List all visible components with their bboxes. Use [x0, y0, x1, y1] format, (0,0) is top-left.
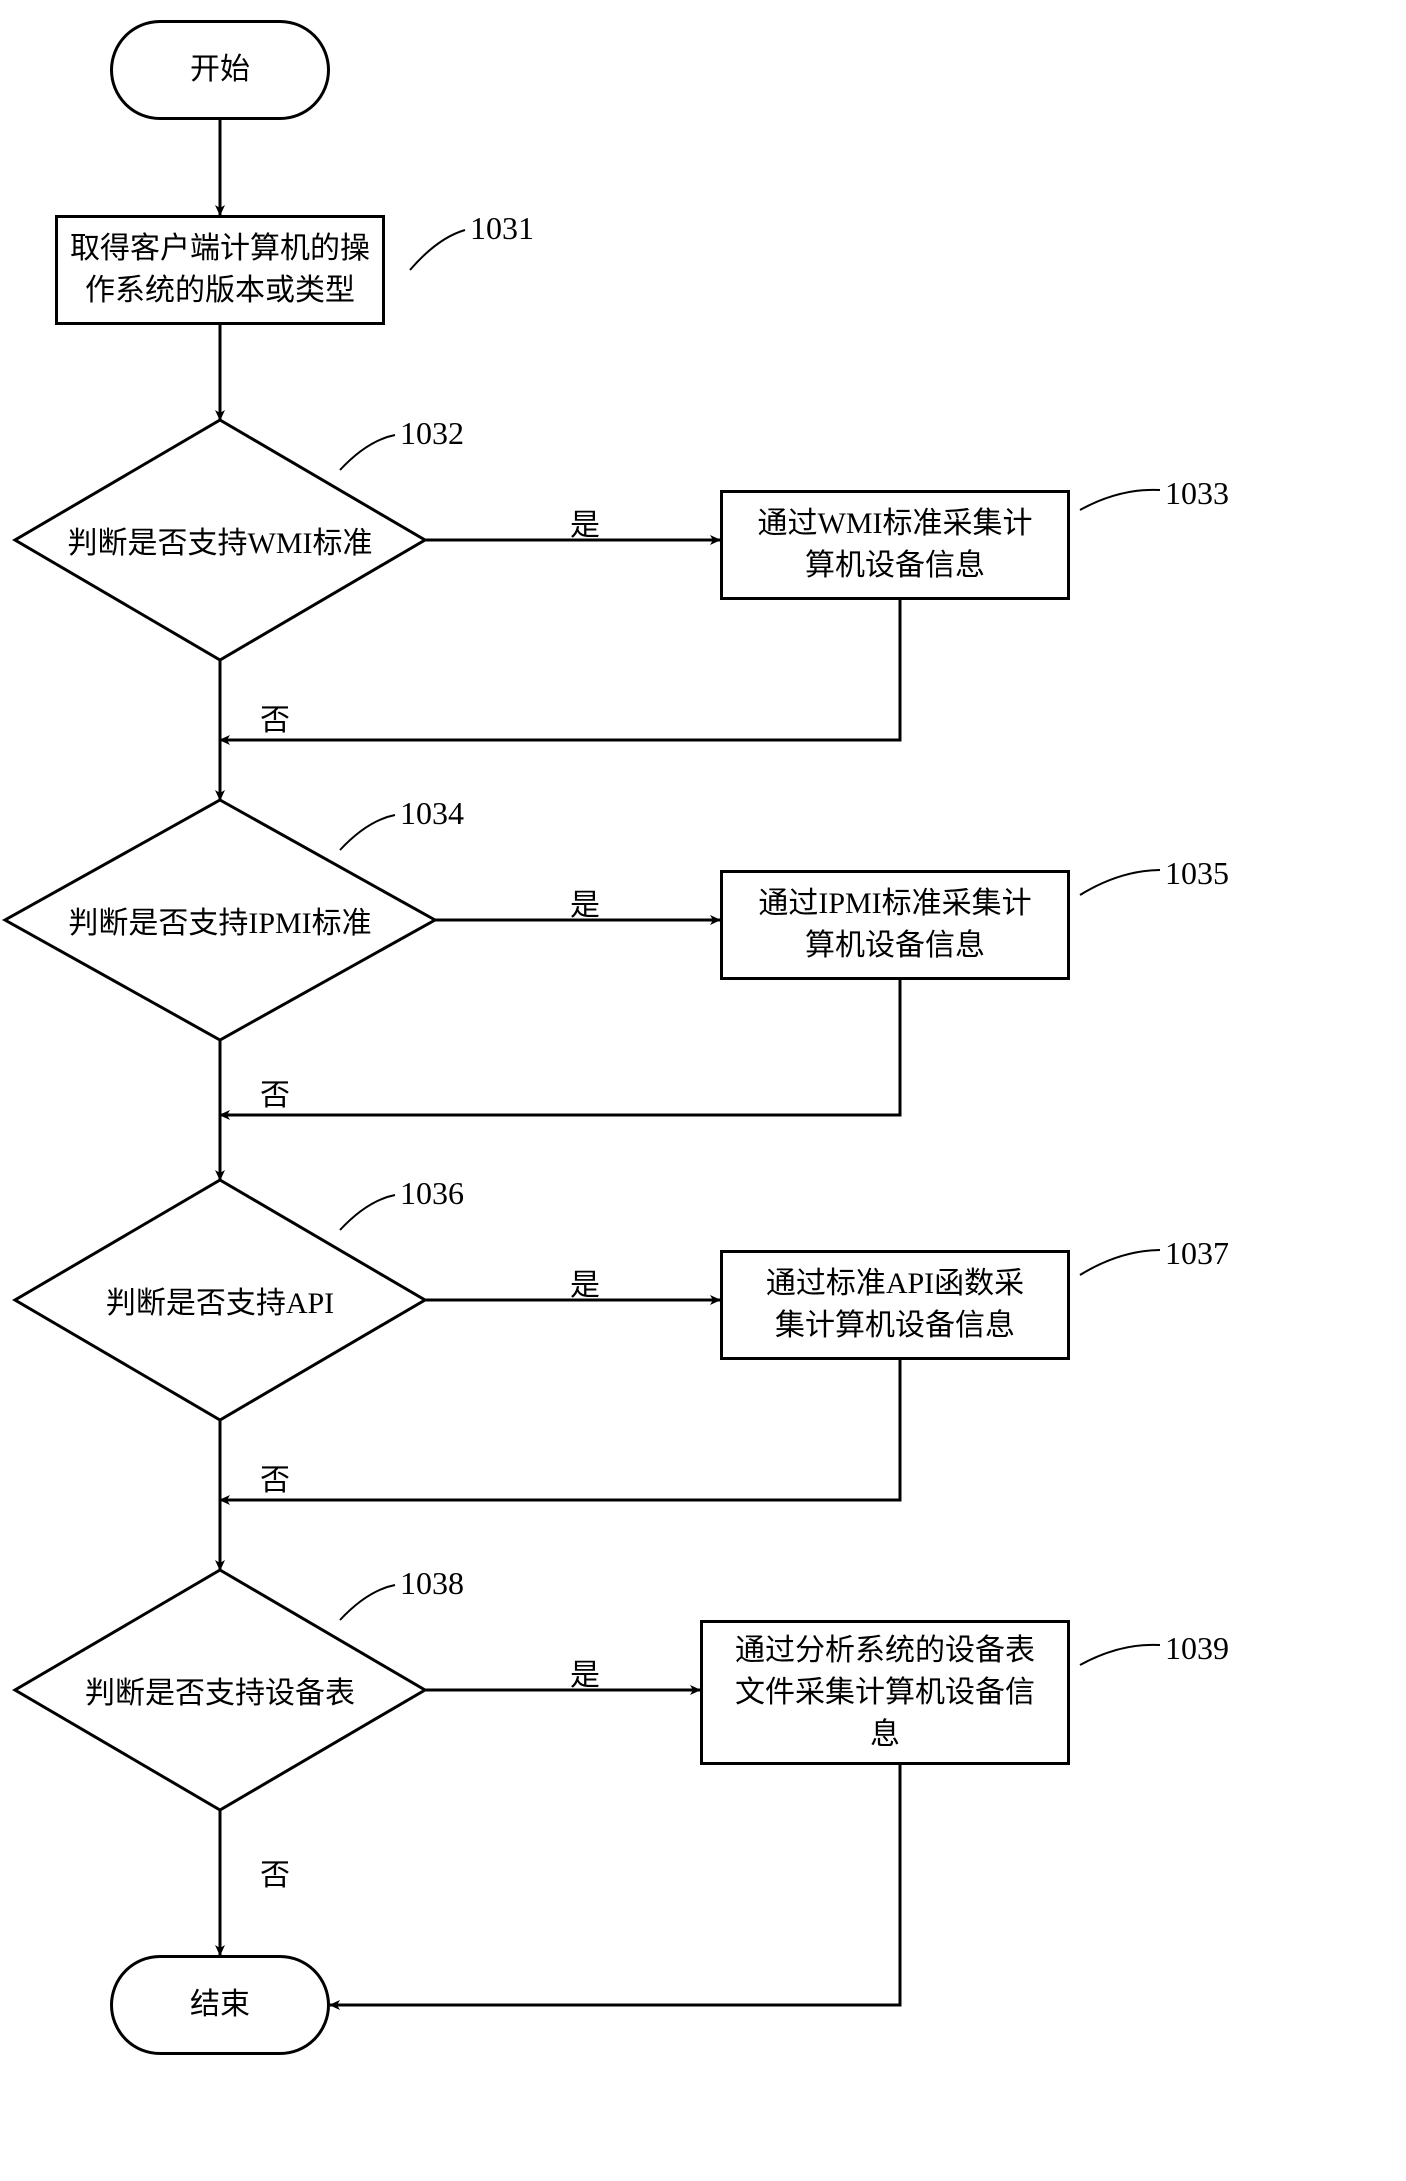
d1038-node: 判断是否支持设备表: [15, 1570, 425, 1810]
edge-label-yes4: 是: [570, 1650, 600, 1694]
start-node: 开始: [110, 20, 330, 120]
d1034-node: 判断是否支持IPMI标准: [5, 800, 435, 1040]
end-text: 结束: [190, 1984, 250, 2026]
p1031-text: 取得客户端计算机的操 作系统的版本或类型: [70, 228, 370, 312]
p1037-text: 通过标准API函数采 集计算机设备信息: [766, 1263, 1024, 1347]
end-node: 结束: [110, 1955, 330, 2055]
p1033-ref-label: 1033: [1165, 475, 1229, 512]
connector-layer: [0, 0, 1406, 2181]
p1031-node: 取得客户端计算机的操 作系统的版本或类型: [55, 215, 385, 325]
p1039-ref-label: 1039: [1165, 1630, 1229, 1667]
p1033-node: 通过WMI标准采集计 算机设备信息: [720, 490, 1070, 600]
d1032-node: 判断是否支持WMI标准: [15, 420, 425, 660]
d1038-ref-label: 1038: [400, 1565, 464, 1602]
p1039-text: 通过分析系统的设备表 文件采集计算机设备信 息: [735, 1630, 1035, 1756]
p1037-node: 通过标准API函数采 集计算机设备信息: [720, 1250, 1070, 1360]
d1034-text: 判断是否支持IPMI标准: [5, 800, 435, 1040]
p1035-node: 通过IPMI标准采集计 算机设备信息: [720, 870, 1070, 980]
edge-label-yes2: 是: [570, 880, 600, 924]
ref-leader-8: [1080, 1645, 1160, 1665]
edge-label-no1: 否: [260, 695, 290, 739]
edge-label-no2: 否: [260, 1070, 290, 1114]
ref-leader-6: [1080, 1250, 1160, 1275]
d1032-ref-label: 1032: [400, 415, 464, 452]
d1038-text: 判断是否支持设备表: [15, 1570, 425, 1810]
ref-leader-2: [1080, 490, 1160, 510]
edge-label-yes1: 是: [570, 500, 600, 544]
p1031-ref-label: 1031: [470, 210, 534, 247]
edge-label-no4: 否: [260, 1850, 290, 1894]
edge-label-no3: 否: [260, 1455, 290, 1499]
ref-leader-0: [410, 230, 465, 270]
start-text: 开始: [190, 49, 250, 91]
d1034-ref-label: 1034: [400, 795, 464, 832]
p1035-text: 通过IPMI标准采集计 算机设备信息: [758, 883, 1031, 967]
d1032-text: 判断是否支持WMI标准: [15, 420, 425, 660]
p1037-ref-label: 1037: [1165, 1235, 1229, 1272]
d1036-node: 判断是否支持API: [15, 1180, 425, 1420]
ref-leader-4: [1080, 870, 1160, 895]
p1039-node: 通过分析系统的设备表 文件采集计算机设备信 息: [700, 1620, 1070, 1765]
edge-label-yes3: 是: [570, 1260, 600, 1304]
d1036-text: 判断是否支持API: [15, 1180, 425, 1420]
d1036-ref-label: 1036: [400, 1175, 464, 1212]
p1035-ref-label: 1035: [1165, 855, 1229, 892]
p1033-text: 通过WMI标准采集计 算机设备信息: [758, 503, 1033, 587]
